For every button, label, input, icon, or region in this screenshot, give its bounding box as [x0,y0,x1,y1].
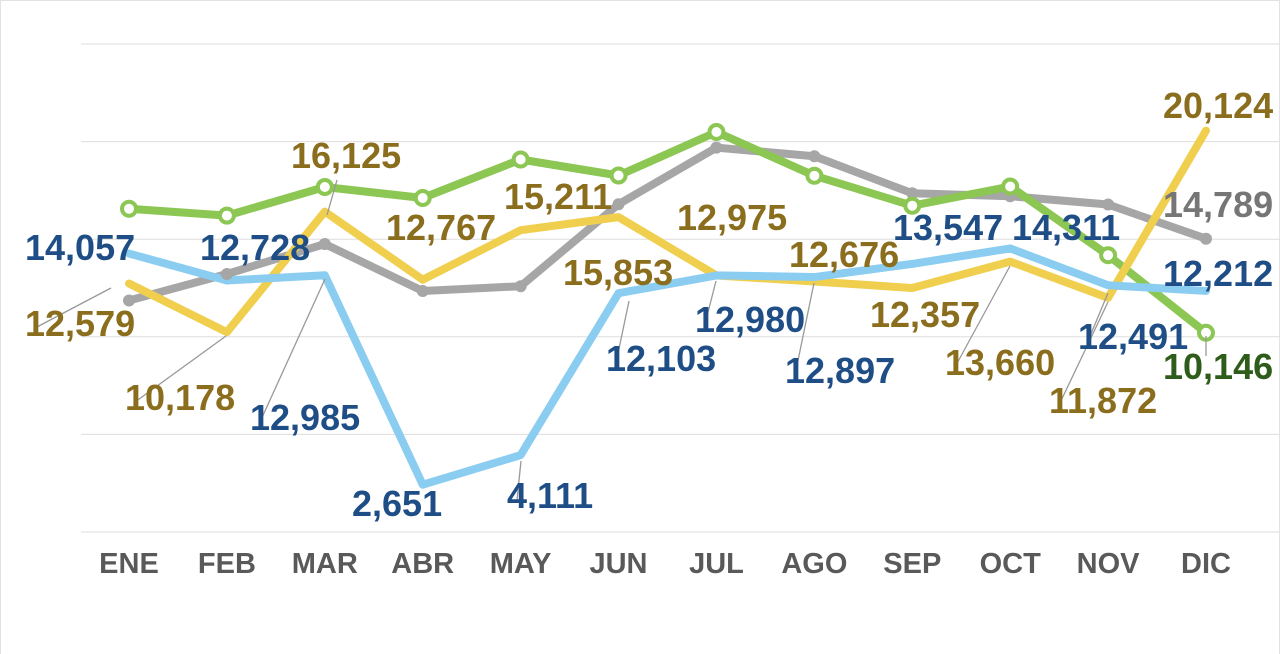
svg-text:12,767: 12,767 [386,207,496,248]
svg-text:12,975: 12,975 [677,197,787,238]
svg-text:11,872: 11,872 [1049,380,1157,421]
svg-text:13,547: 13,547 [893,207,1003,248]
svg-text:ABR: ABR [391,548,454,580]
svg-text:SEP: SEP [883,548,941,580]
svg-text:MAR: MAR [292,548,358,580]
svg-text:JUN: JUN [589,548,647,580]
svg-text:ENE: ENE [99,548,159,580]
svg-text:4,111: 4,111 [507,475,593,516]
svg-text:DIC: DIC [1181,548,1231,580]
svg-text:10,178: 10,178 [125,377,235,418]
svg-text:FEB: FEB [198,548,256,580]
svg-text:12,357: 12,357 [870,294,980,335]
svg-text:10,146: 10,146 [1163,346,1273,387]
svg-text:MAY: MAY [490,548,552,580]
svg-text:12,985: 12,985 [250,397,360,438]
svg-text:OCT: OCT [980,548,1042,580]
svg-text:14,311: 14,311 [1012,207,1120,248]
svg-text:2,651: 2,651 [352,483,442,524]
svg-text:12,579: 12,579 [25,303,135,344]
svg-text:NOV: NOV [1077,548,1141,580]
svg-text:20,124: 20,124 [1163,85,1273,126]
svg-text:12,676: 12,676 [789,234,899,275]
svg-text:12,103: 12,103 [606,338,716,379]
svg-text:12,212: 12,212 [1163,253,1273,294]
svg-text:15,853: 15,853 [563,252,673,293]
svg-text:13,660: 13,660 [945,342,1055,383]
svg-text:14,789: 14,789 [1163,184,1273,225]
svg-text:12,728: 12,728 [200,227,310,268]
svg-text:JUL: JUL [689,548,744,580]
svg-text:14,057: 14,057 [25,227,135,268]
svg-text:15,211: 15,211 [504,176,612,217]
svg-text:12,980: 12,980 [695,299,805,340]
svg-text:16,125: 16,125 [291,135,401,176]
svg-text:12,897: 12,897 [785,350,895,391]
svg-text:AGO: AGO [781,548,847,580]
